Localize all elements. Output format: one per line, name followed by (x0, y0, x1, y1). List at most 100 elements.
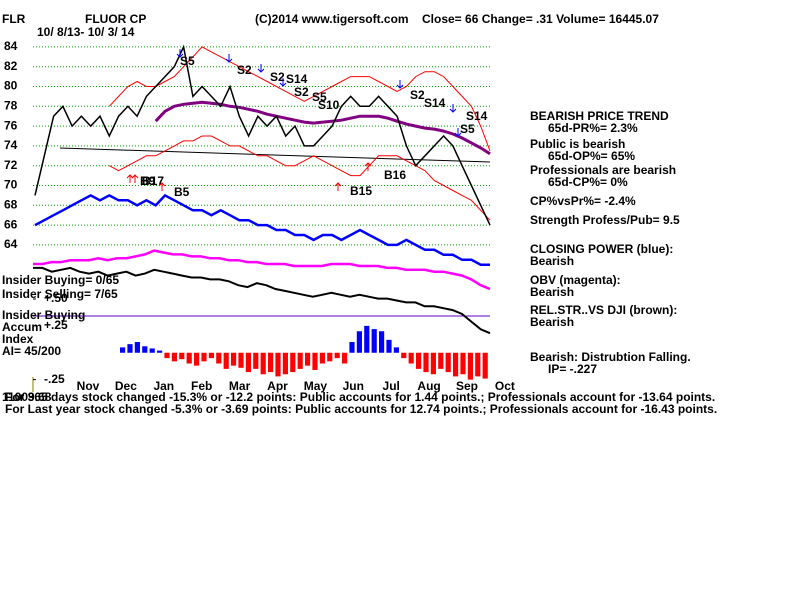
y-tick-label: 64 (4, 237, 18, 251)
series-line (33, 266, 491, 335)
y-tick-label: -.25 (44, 372, 65, 386)
x-tick-label: Jun (343, 379, 364, 393)
x-tick-label: Feb (191, 379, 212, 393)
signal-label: B5 (174, 185, 190, 199)
accum-bar (401, 352, 407, 359)
accum-bar (179, 352, 185, 360)
x-tick-label: Aug (417, 379, 440, 393)
buy-arrow (126, 174, 134, 183)
accum-bar (393, 347, 399, 353)
y-tick-label: 78 (4, 98, 18, 112)
accum-bar (290, 352, 296, 373)
x-tick-label: Mar (229, 379, 251, 393)
series-line (154, 100, 491, 156)
accum-bar (282, 352, 288, 375)
accum-bar (416, 352, 422, 369)
accum-bar (194, 352, 200, 366)
sell-arrow (454, 128, 462, 137)
series-line (34, 193, 490, 266)
accum-bar (164, 352, 170, 359)
y-tick-label: 74 (4, 138, 18, 152)
sell-arrow (176, 49, 184, 58)
signal-label: S2 (294, 85, 309, 99)
x-tick-label: Jul (383, 379, 400, 393)
sidebar-text: BEARISH PRICE TREND (530, 109, 669, 123)
accum-bar (297, 352, 303, 369)
signal-label: S5 (460, 122, 475, 136)
accum-bar (134, 342, 140, 353)
accum-bar (157, 350, 163, 353)
accum-bar (460, 352, 466, 375)
sidebar-text: CP%vsPr%= -2.4% (530, 194, 636, 208)
sidebar-text: Strength Profess/Pub= 9.5 (530, 213, 680, 227)
accum-bar (408, 352, 414, 364)
y-tick-label: 70 (4, 178, 18, 192)
footer-text: For Last year stock changed -5.3% or -3.… (5, 402, 717, 416)
sidebar-text: REL.STR..VS DJI (brown): (530, 303, 677, 317)
sell-arrow (396, 80, 404, 89)
signal-label: S14 (424, 96, 446, 110)
y-tick-label: +.25 (44, 318, 68, 332)
sidebar-text: Bearish (530, 315, 574, 329)
x-tick-label: Sep (456, 379, 478, 393)
series-line (33, 249, 491, 291)
accum-bar (260, 352, 266, 375)
sidebar-text: CLOSING POWER (blue): (530, 242, 673, 256)
accum-bar (430, 352, 436, 375)
buy-arrow (158, 182, 166, 191)
sidebar-text: Professionals are bearish (530, 163, 676, 177)
accum-bar (319, 352, 325, 364)
signal-label: S10 (318, 98, 340, 112)
signal-label: S2 (410, 88, 425, 102)
insider-text: Insider Selling= 7/65 (2, 287, 118, 301)
sidebar-text: Bearish (530, 254, 574, 268)
sidebar-text: IP= -.227 (548, 362, 597, 376)
sell-arrow (257, 64, 265, 73)
accum-bar (305, 352, 311, 366)
series-line (109, 135, 491, 221)
accum-bar (312, 352, 318, 370)
sidebar-text: Public is bearish (530, 137, 625, 151)
accum-bar (379, 331, 385, 353)
accum-bar (386, 339, 392, 353)
accum-label: AI= 45/200 (2, 344, 61, 358)
accum-bar (467, 352, 473, 380)
accum-bar (216, 352, 222, 364)
sidebar-text: Bearish: Distrubtion Falling. (530, 350, 691, 364)
trend-line (59, 147, 491, 163)
signal-label: S5 (180, 54, 195, 68)
sidebar-text: 65d-PR%= 2.3% (548, 121, 638, 135)
buy-arrow (364, 162, 372, 171)
footer-overlap: 11009.68 (2, 390, 52, 404)
x-tick-label: May (304, 379, 328, 393)
signal-label: S2 (237, 63, 252, 77)
signal-label: S5 (312, 90, 327, 104)
accum-bar (171, 352, 177, 362)
accum-bar (482, 352, 488, 379)
accum-bar (356, 331, 362, 353)
accum-bar (334, 352, 340, 359)
accum-bar (142, 346, 148, 353)
accum-bar (231, 352, 237, 366)
y-tick-label: 84 (4, 39, 18, 53)
series-line (34, 44, 491, 226)
accum-bar (364, 325, 370, 353)
sell-arrow (279, 78, 287, 87)
accum-label: Insider Buying (2, 308, 85, 322)
signal-label: B17 (142, 174, 164, 188)
company: FLUOR CP (85, 12, 146, 26)
sidebar-text: 65d-CP%= 0% (548, 175, 628, 189)
accum-bar (453, 352, 459, 377)
accum-bar (371, 329, 377, 353)
accum-bar (423, 352, 429, 373)
accum-bar (438, 352, 444, 369)
accum-bar (223, 352, 229, 369)
accum-bar (186, 352, 192, 364)
symbol: FLR (2, 12, 26, 26)
y-tick-label: +.50 (44, 291, 68, 305)
signal-label: S14 (286, 72, 308, 86)
signal-label: B9 (140, 174, 156, 188)
buy-arrow (131, 174, 139, 183)
quote: Close= 66 Change= .31 Volume= 16445.07 (422, 12, 659, 26)
